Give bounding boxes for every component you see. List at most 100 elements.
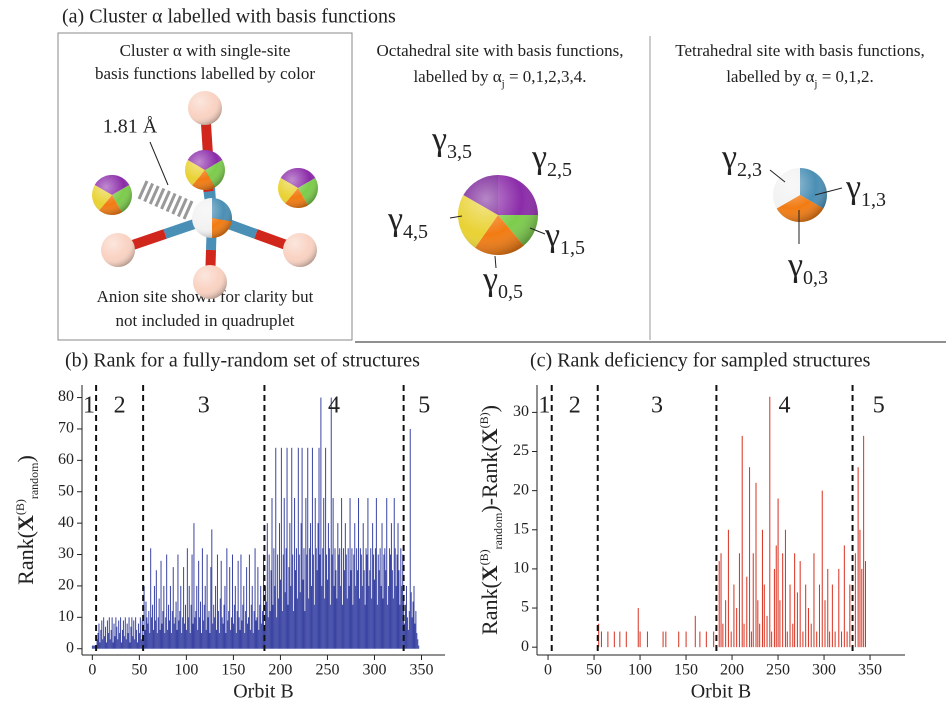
bar [146,617,148,649]
basis-sub: 1,3 [861,189,886,211]
bar [354,523,356,649]
bar [191,554,193,649]
bar [362,523,364,649]
bar [202,620,204,649]
bar [271,498,273,649]
region-label: 1 [538,393,550,419]
bar [157,617,159,649]
bar [274,585,276,649]
bar [332,498,334,649]
bar [331,554,333,649]
bar [232,623,234,649]
region-label: 5 [873,393,885,419]
bar [810,623,812,648]
x-tick-label: 250 [766,662,790,679]
y-tick-label: 15 [513,520,529,537]
bar [97,633,99,649]
bar [200,633,202,649]
y-axis-label-part: Rank( [13,531,38,585]
bar [779,600,781,648]
bar [265,601,267,649]
bar [247,623,249,649]
bar [759,623,761,648]
bar [789,584,791,648]
bar [342,604,344,649]
bar [394,548,396,649]
spring [165,192,177,213]
bar [137,623,139,649]
bar [374,548,376,649]
bar [124,617,126,649]
bar [397,523,399,649]
bar [329,604,331,649]
bar [346,598,348,649]
distance-label: 1.81 Å [103,116,158,138]
basis-symbol: γ [544,217,560,254]
bar [189,633,191,649]
bar [261,623,263,649]
bar [685,631,687,648]
bar [304,611,306,649]
y-tick-label: 70 [58,420,74,437]
y-axis-label-part: X [13,515,38,531]
bar [109,639,111,649]
bar [405,604,407,649]
sphere-shade [193,265,227,299]
basis-label: γ2,5 [531,139,572,181]
basis-label: γ4,5 [387,201,428,243]
bar [127,633,129,649]
bar [380,585,382,649]
basis-label: γ2,3 [721,139,762,181]
bar [203,604,205,649]
bar [280,447,282,649]
caption-sub: j [813,78,817,90]
sphere-shade [283,233,317,267]
bar [743,623,745,648]
bar [308,598,310,649]
bar [241,620,243,649]
bar [771,631,773,648]
bar [155,570,157,649]
bar [310,523,312,649]
bar [172,567,174,649]
bar [220,560,222,649]
bar [287,604,289,649]
bar [147,623,149,649]
bar [181,633,183,649]
bar [389,548,391,649]
bar [361,585,363,649]
bar [175,601,177,649]
bar [352,604,354,649]
x-tick-label: 50 [131,662,147,679]
bar [357,570,359,649]
bar [168,620,170,649]
bar [245,611,247,649]
bar [328,548,330,649]
bar [782,553,784,648]
spring [177,197,188,218]
bar [662,631,664,648]
bar [270,570,272,649]
bar [410,592,412,649]
bar [269,611,271,649]
basis-symbol: γ [845,169,861,206]
sphere-shade [92,175,132,215]
bar [193,523,195,649]
bar [149,633,151,649]
bar [298,554,300,649]
bar [96,639,98,649]
bar [412,601,414,649]
sphere-shade [458,175,538,255]
bar [255,620,257,649]
bar [136,629,138,649]
y-tick-label: 30 [58,545,74,562]
bar [665,631,667,648]
bar [311,447,313,649]
bar [240,554,242,649]
panel-title: (a) Cluster α labelled with basis functi… [62,6,396,28]
bar [750,631,752,648]
bar [278,598,280,649]
bar [107,633,109,649]
bar [209,633,211,649]
